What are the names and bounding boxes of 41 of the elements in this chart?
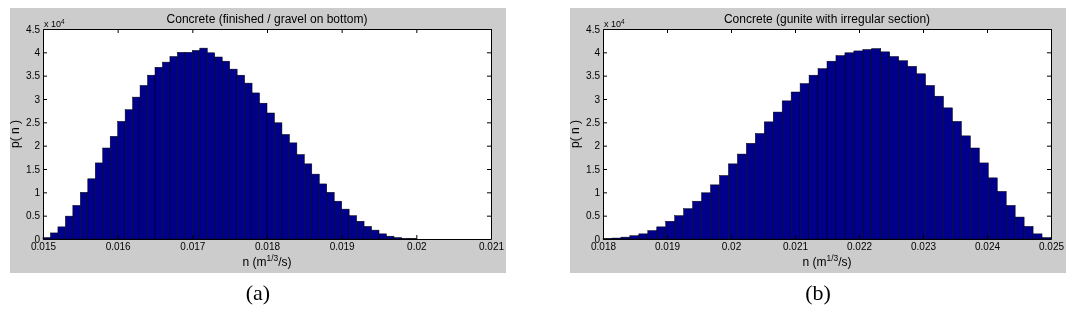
chart-title: Concrete (finished / gravel on bottom) <box>166 12 368 26</box>
text: (a) <box>245 280 271 305</box>
y-tick-label: 3.5 <box>586 70 601 82</box>
x-tick-label: 0.024 <box>974 241 1001 253</box>
x-tick-label: 0.021 <box>782 241 809 253</box>
y-tick-label: 1.5 <box>26 163 41 175</box>
text: x 10$^{4}$ <box>604 17 626 29</box>
y-axis-title: p( n ) <box>8 119 22 149</box>
x-tick-label: 0.016 <box>105 241 132 253</box>
y-tick-label: 2 <box>34 140 41 152</box>
x-tick-label: 0.017 <box>180 241 206 253</box>
y-tick-label: 1 <box>34 187 41 199</box>
y-tick-label: 4 <box>594 47 601 59</box>
y-tick-label: 1.5 <box>586 163 601 175</box>
y-tick-label: 4.5 <box>586 23 601 35</box>
y-axis-title: p( n ) <box>568 119 582 149</box>
x-tick-label: 0.019 <box>654 241 681 253</box>
text: (b) <box>805 280 831 305</box>
x-axis-title: n (m$^{1/3}$/s) <box>802 253 852 269</box>
x-tick-label: 0.02 <box>721 241 742 253</box>
y-tick-label: 4.5 <box>26 23 41 35</box>
y-tick-label: 2.5 <box>26 117 41 129</box>
x-tick-label: 0.023 <box>910 241 937 253</box>
x-tick-label: 0.021 <box>478 241 505 253</box>
x-tick-label: 0.018 <box>254 241 281 253</box>
y-tick-label: 2 <box>594 140 601 152</box>
y-tick-label: 0.5 <box>26 210 41 222</box>
y-tick-label: 3 <box>594 93 601 105</box>
x-tick-label: 0.022 <box>846 241 873 253</box>
text: x 10$^{4}$ <box>44 17 66 29</box>
y-tick-label: 1 <box>594 187 601 199</box>
y-tick-label: 2.5 <box>586 117 601 129</box>
y-tick-label: 3 <box>34 93 41 105</box>
y-tick-label: 3.5 <box>26 70 41 82</box>
x-axis-title: n (m$^{1/3}$/s) <box>242 253 292 269</box>
x-tick-label: 0.019 <box>329 241 356 253</box>
chart-title: Concrete (gunite with irregular section) <box>723 12 931 26</box>
y-tick-label: 0.5 <box>586 210 601 222</box>
x-tick-label: 0.025 <box>1038 241 1065 253</box>
y-tick-label: 4 <box>34 47 41 59</box>
x-tick-label: 0.02 <box>407 241 427 253</box>
